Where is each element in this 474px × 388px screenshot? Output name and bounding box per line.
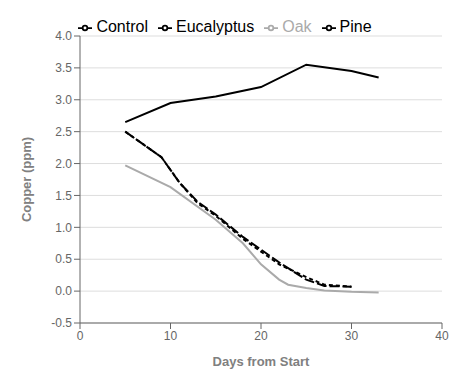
svg-text:0.5: 0.5 <box>55 252 72 266</box>
svg-text:0: 0 <box>77 329 84 343</box>
svg-text:2.0: 2.0 <box>55 157 72 171</box>
svg-text:30: 30 <box>345 329 359 343</box>
svg-text:10: 10 <box>164 329 178 343</box>
svg-text:3.0: 3.0 <box>55 93 72 107</box>
svg-text:1.5: 1.5 <box>55 189 72 203</box>
html-text:Control: Control <box>96 18 148 35</box>
html-text:Eucalyptus: Eucalyptus <box>176 18 255 35</box>
svg-text:2.5: 2.5 <box>55 125 72 139</box>
svg-text:20: 20 <box>254 329 268 343</box>
svg-text:4.0: 4.0 <box>55 29 72 43</box>
svg-text:Days from Start: Days from Start <box>213 354 310 369</box>
svg-text:40: 40 <box>435 329 449 343</box>
svg-text:3.5: 3.5 <box>55 61 72 75</box>
html-text:Pine: Pine <box>339 18 372 35</box>
svg-text:1.0: 1.0 <box>55 221 72 235</box>
svg-text:Copper (ppm): Copper (ppm) <box>19 137 34 222</box>
svg-text:-0.5: -0.5 <box>51 316 72 330</box>
svg-text:0.0: 0.0 <box>55 284 72 298</box>
html-text:Oak: Oak <box>282 18 312 35</box>
